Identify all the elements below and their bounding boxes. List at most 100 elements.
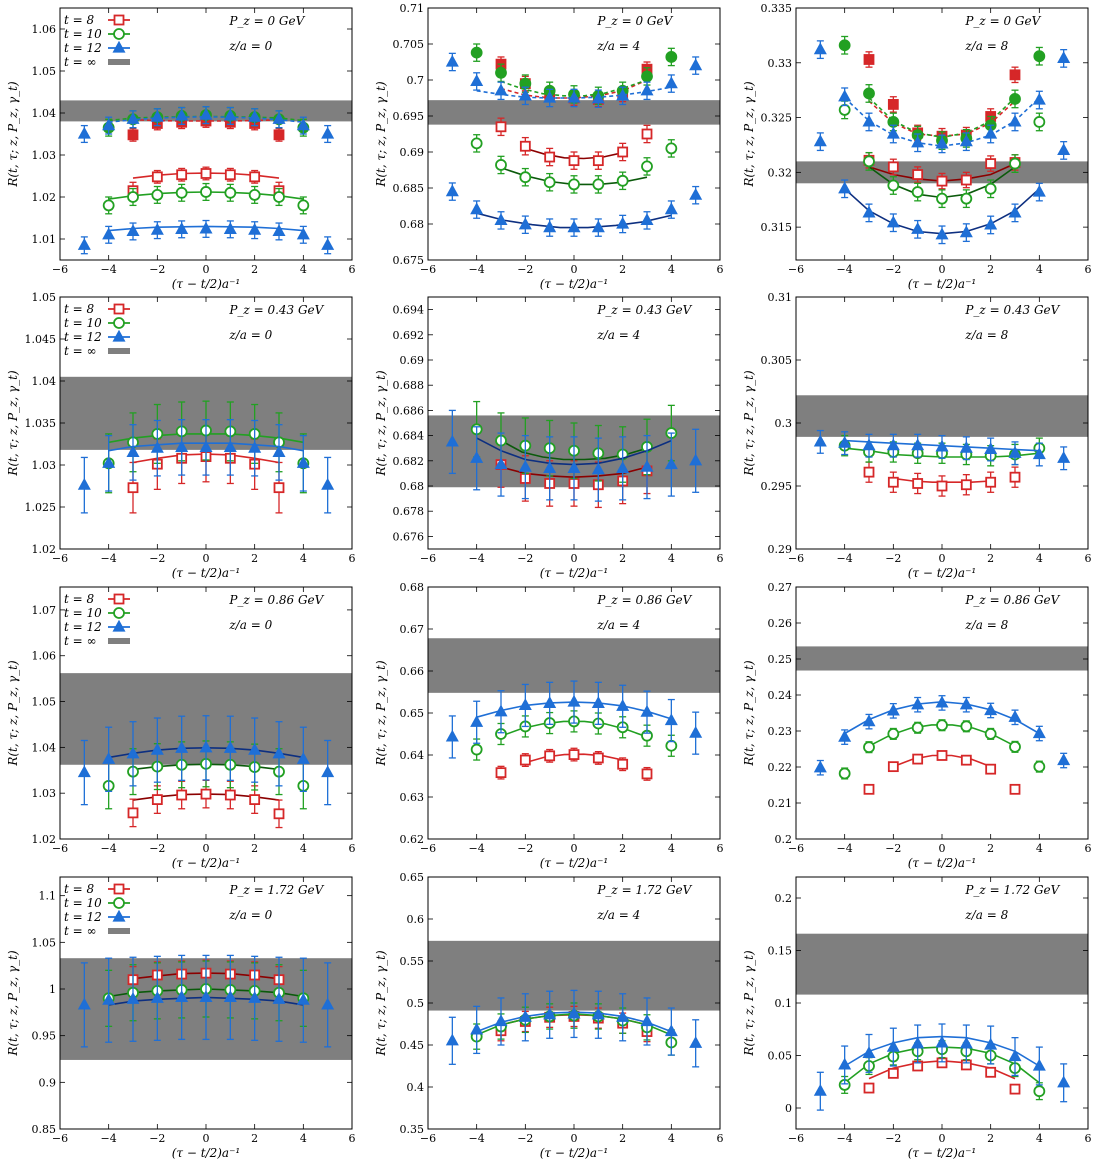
data-point	[126, 992, 140, 1004]
fit-curve	[108, 115, 304, 122]
x-tick-label: 4	[1036, 552, 1043, 565]
data-point	[592, 178, 605, 191]
data-point	[1033, 1085, 1046, 1098]
plot-frame	[795, 586, 1089, 840]
data-point	[887, 1067, 899, 1079]
y-tick-label: 1.06	[32, 650, 57, 663]
y-axis-label: R(t, τ; z, P_z, γ_t)	[374, 81, 388, 188]
data-point	[985, 476, 997, 488]
y-tick-label: 0.335	[761, 2, 793, 15]
x-tick-label: −4	[469, 552, 485, 565]
y-axis-label: R(t, τ; z, P_z, γ_t)	[6, 660, 20, 767]
legend-marker	[112, 909, 126, 922]
data-point	[568, 178, 580, 191]
legend-label: t = 12	[64, 910, 102, 924]
legend-label: t = ∞	[64, 344, 97, 358]
y-tick-label: 0.2	[775, 892, 793, 905]
data-point	[936, 719, 948, 732]
data-point	[887, 727, 900, 740]
y-axis-label: R(t, τ; z, P_z, γ_t)	[374, 370, 388, 477]
y-tick-label: 0.6	[407, 913, 425, 926]
data-point	[296, 118, 310, 131]
data-point	[296, 752, 310, 764]
data-point	[567, 220, 581, 233]
data-point	[985, 158, 997, 169]
x-tick-label: 0	[571, 842, 578, 855]
pz-annotation: P_z = 0.43 GeV	[964, 303, 1060, 317]
x-axis-label: (τ − t/2)a⁻¹	[540, 856, 608, 870]
y-tick-label: 0.85	[32, 1123, 57, 1136]
y-tick-label: 0.55	[400, 955, 425, 968]
data-point	[591, 220, 605, 233]
panel-p12: −6 −4 −2 0 2 4 6 0.675 0.68 0.685 0.69 0.695 0.7 0.70…	[374, 2, 724, 291]
data-point	[689, 58, 703, 71]
y-tick-label: 0.3	[775, 417, 793, 430]
legend-marker	[113, 897, 125, 909]
data-point	[862, 438, 876, 451]
x-axis-label: (τ − t/2)a⁻¹	[908, 856, 976, 870]
data-point	[223, 990, 237, 1002]
data-point	[544, 151, 556, 163]
data-point	[936, 480, 948, 492]
data-point	[1009, 157, 1021, 170]
data-point	[689, 1036, 703, 1048]
data-point	[592, 752, 604, 764]
data-point	[1033, 760, 1046, 773]
data-point	[272, 224, 286, 237]
data-point	[151, 171, 163, 183]
x-tick-label: −2	[517, 1132, 533, 1145]
data-point	[102, 992, 116, 1005]
data-point	[1057, 143, 1071, 156]
data-point	[838, 767, 851, 780]
y-tick-label: 1.02	[32, 191, 57, 204]
x-tick-label: 2	[251, 263, 258, 276]
x-tick-label: 0	[571, 1132, 578, 1145]
data-point	[445, 1033, 459, 1046]
legend-marker	[113, 303, 125, 315]
x-tick-label: 2	[987, 1132, 994, 1145]
x-tick-label: 2	[251, 1132, 258, 1145]
x-tick-label: 6	[349, 263, 356, 276]
data-point	[959, 697, 973, 710]
y-tick-label: 0.685	[393, 182, 425, 195]
data-point	[568, 749, 580, 760]
x-tick-label: −4	[101, 552, 117, 565]
data-point	[984, 217, 998, 230]
y-axis-label: R(t, τ; z, P_z, γ_t)	[374, 660, 388, 767]
data-point	[886, 703, 900, 716]
x-tick-label: 4	[1036, 1132, 1043, 1145]
za-annotation: z/a = 0	[228, 908, 272, 922]
panel-p32: −6 −4 −2 0 2 4 6 0.62 0.63 0.64 0.65 0.66 0.67 0.68 (τ…	[374, 581, 724, 870]
data-point	[127, 191, 139, 203]
data-point	[518, 217, 532, 230]
data-point	[200, 788, 212, 800]
data-point	[664, 76, 678, 89]
x-tick-label: −6	[52, 1132, 68, 1145]
data-point	[1032, 447, 1046, 460]
band-t-inf	[796, 933, 1088, 995]
data-point	[1008, 1049, 1022, 1062]
data-point	[273, 482, 285, 494]
panel-p23: −6 −4 −2 0 2 4 6 0.29 0.295 0.3 0.305 0.31 (τ − t/2)…	[742, 291, 1092, 580]
data-point	[150, 109, 164, 122]
y-tick-label: 0.5	[407, 997, 425, 1010]
data-point	[863, 54, 875, 65]
y-tick-label: 0.67	[400, 623, 425, 636]
y-tick-label: 0	[785, 1102, 792, 1115]
legend-label: t = 10	[64, 27, 102, 41]
panel-plot-area	[428, 940, 720, 1068]
data-point	[935, 1035, 949, 1048]
data-point	[1032, 1058, 1046, 1071]
x-tick-label: −4	[101, 842, 117, 855]
y-tick-label: 0.64	[400, 749, 425, 762]
y-tick-label: 0.694	[393, 304, 425, 317]
x-tick-label: 4	[300, 842, 307, 855]
data-point	[102, 118, 116, 131]
y-tick-label: 0.65	[400, 871, 425, 884]
pz-annotation: P_z = 1.72 GeV	[964, 883, 1060, 897]
y-tick-label: 0.678	[393, 505, 425, 518]
data-point	[199, 440, 213, 452]
data-point	[959, 440, 973, 453]
data-point	[150, 222, 164, 235]
y-tick-label: 0.686	[393, 404, 425, 417]
